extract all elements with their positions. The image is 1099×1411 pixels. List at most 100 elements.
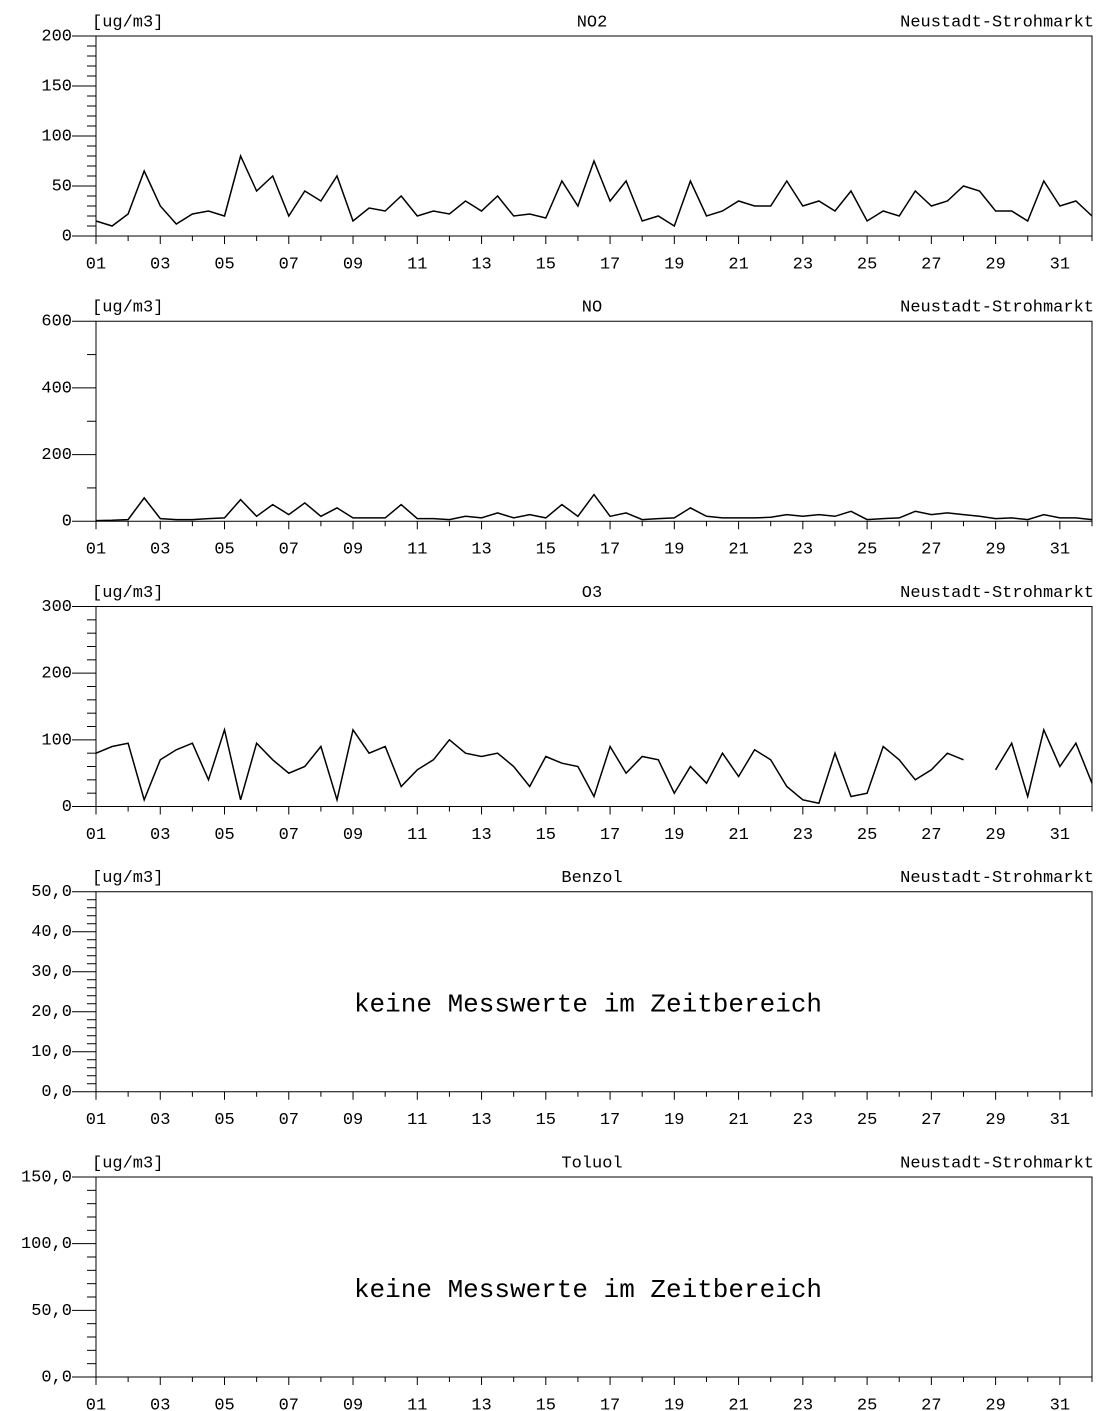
y-tick-label: 0 [62,227,72,246]
x-tick-label: 01 [86,1396,106,1411]
chart-title: NO2 [577,13,608,32]
x-tick-label: 15 [536,1396,556,1411]
x-tick-label: 09 [343,1396,363,1411]
x-tick-label: 31 [1050,1111,1070,1130]
x-tick-label: 09 [343,541,363,560]
plot-frame [95,606,1093,807]
x-tick-label: 19 [664,1396,684,1411]
chart-title: Benzol [561,869,622,888]
x-tick-label: 07 [279,1111,299,1130]
x-tick-label: 09 [343,255,363,274]
x-tick-label: 15 [536,255,556,274]
x-tick-label: 29 [985,255,1005,274]
x-tick-label: 13 [471,541,491,560]
y-tick-label: 0,0 [41,1368,72,1387]
station-name: Neustadt-Strohmarkt [900,299,1094,318]
x-tick-label: 25 [857,255,877,274]
y-tick-label: 50,0 [31,1302,72,1321]
data-line [95,493,1093,522]
y-axis-label: [ug/m3] [92,584,163,603]
x-tick-label: 27 [921,1111,941,1130]
x-tick-label: 11 [407,1111,427,1130]
x-tick-label: 31 [1050,1396,1070,1411]
y-axis-label: [ug/m3] [92,299,163,318]
x-tick-label: 25 [857,1111,877,1130]
y-tick-label: 200 [41,446,72,465]
x-tick-label: 05 [214,255,234,274]
station-name: Neustadt-Strohmarkt [900,584,1094,603]
no-data-note: keine Messwerte im Zeitbereich [354,990,822,1020]
plot-frame [95,891,1093,1093]
x-tick-label: 31 [1050,541,1070,560]
x-tick-label: 19 [664,1111,684,1130]
x-tick-label: 05 [214,541,234,560]
y-tick-label: 50,0 [31,883,72,902]
no-data-note: keine Messwerte im Zeitbereich [354,1275,822,1305]
x-tick-label: 17 [600,541,620,560]
x-tick-label: 17 [600,255,620,274]
x-tick-label: 29 [985,1396,1005,1411]
x-tick-label: 01 [86,826,106,845]
x-tick-label: 17 [600,1396,620,1411]
y-tick-label: 50 [52,177,72,196]
plot-frame [95,320,1093,522]
x-tick-label: 07 [279,826,299,845]
x-tick-label: 25 [857,1396,877,1411]
x-tick-label: 23 [793,1396,813,1411]
y-tick-label: 400 [41,379,72,398]
y-tick-label: 100,0 [21,1235,72,1254]
x-tick-label: 01 [86,255,106,274]
x-tick-label: 11 [407,826,427,845]
x-tick-label: 09 [343,826,363,845]
x-tick-label: 31 [1050,826,1070,845]
x-tick-label: 15 [536,826,556,845]
y-axis-label: [ug/m3] [92,1154,163,1173]
x-tick-label: 27 [921,1396,941,1411]
y-tick-label: 0,0 [41,1083,72,1102]
x-tick-label: 15 [536,541,556,560]
x-tick-label: 03 [150,1111,170,1130]
x-tick-label: 23 [793,541,813,560]
x-tick-label: 19 [664,255,684,274]
x-tick-label: 31 [1050,255,1070,274]
data-line [95,153,1093,228]
plot-frame [95,35,1093,237]
y-tick-label: 150 [41,77,72,96]
x-tick-label: 23 [793,826,813,845]
x-tick-label: 29 [985,541,1005,560]
x-tick-label: 21 [728,1396,748,1411]
x-tick-label: 07 [279,1396,299,1411]
x-tick-label: 13 [471,255,491,274]
x-tick-label: 03 [150,826,170,845]
x-tick-label: 03 [150,541,170,560]
x-tick-label: 13 [471,826,491,845]
x-tick-label: 21 [728,541,748,560]
chart-title: O3 [582,584,602,603]
y-tick-label: 300 [41,598,72,617]
x-tick-label: 13 [471,1111,491,1130]
station-name: Neustadt-Strohmarkt [900,1154,1094,1173]
x-tick-label: 05 [214,1111,234,1130]
x-tick-label: 17 [600,826,620,845]
x-tick-label: 27 [921,541,941,560]
x-tick-label: 27 [921,826,941,845]
y-axis-label: [ug/m3] [92,13,163,32]
plot-frame [95,1176,1093,1378]
x-tick-label: 21 [728,826,748,845]
x-tick-label: 15 [536,1111,556,1130]
x-tick-label: 27 [921,255,941,274]
x-tick-label: 11 [407,1396,427,1411]
station-name: Neustadt-Strohmarkt [900,869,1094,888]
y-tick-label: 40,0 [31,923,72,942]
x-tick-label: 05 [214,826,234,845]
x-tick-label: 09 [343,1111,363,1130]
x-tick-label: 11 [407,541,427,560]
x-tick-label: 21 [728,1111,748,1130]
x-tick-label: 21 [728,255,748,274]
x-tick-label: 07 [279,541,299,560]
y-tick-label: 0 [62,513,72,532]
x-tick-label: 11 [407,255,427,274]
x-tick-label: 07 [279,255,299,274]
